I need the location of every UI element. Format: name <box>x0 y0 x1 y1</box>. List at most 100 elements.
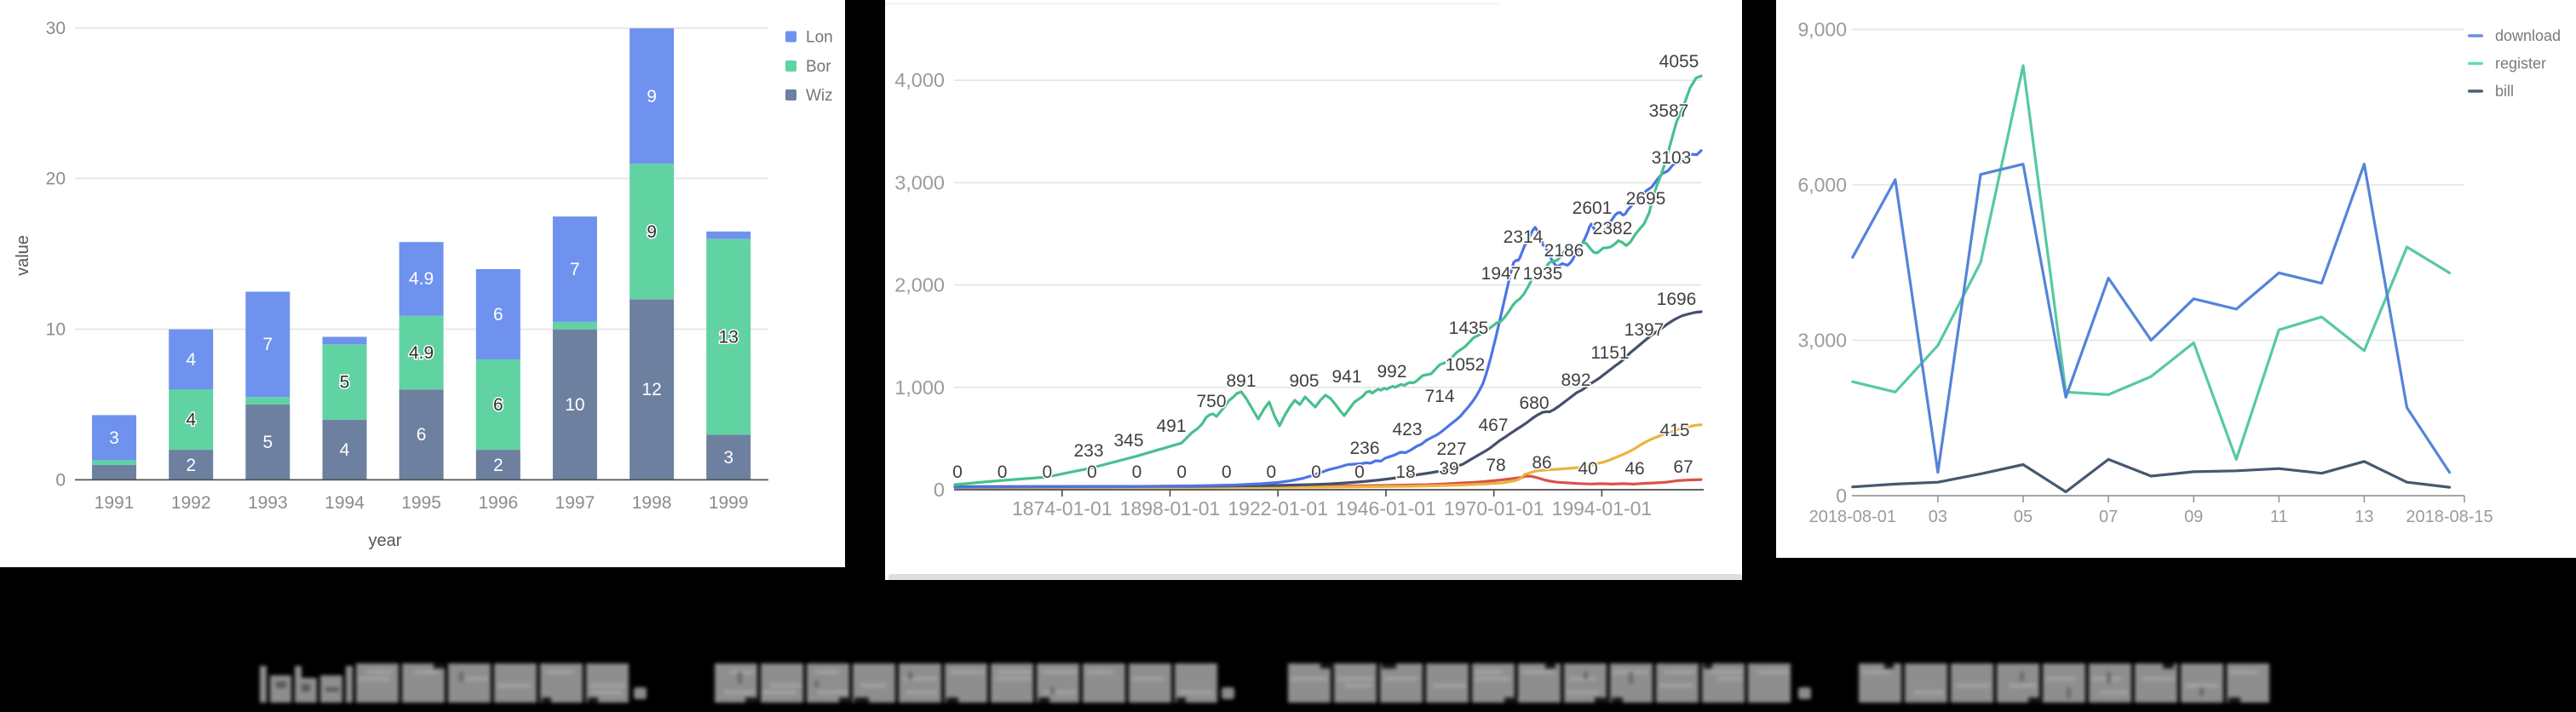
svg-text:4.9: 4.9 <box>409 343 434 363</box>
svg-text:18: 18 <box>1395 462 1415 482</box>
svg-text:07: 07 <box>2099 508 2118 526</box>
svg-text:4: 4 <box>186 411 196 430</box>
svg-text:0: 0 <box>1311 462 1321 482</box>
svg-text:1999: 1999 <box>709 493 749 513</box>
svg-text:1397: 1397 <box>1624 320 1665 340</box>
svg-text:Lon: Lon <box>806 29 833 47</box>
svg-text:39: 39 <box>1439 459 1458 479</box>
svg-text:4055: 4055 <box>1659 52 1699 72</box>
svg-text:1,000: 1,000 <box>894 376 945 399</box>
svg-text:1992: 1992 <box>171 493 211 513</box>
svg-text:6: 6 <box>493 305 503 324</box>
svg-text:4,000: 4,000 <box>894 69 945 91</box>
svg-text:0: 0 <box>952 462 963 482</box>
svg-text:2018-08-15: 2018-08-15 <box>2406 508 2493 526</box>
svg-text:1947: 1947 <box>1481 264 1521 284</box>
svg-text:1997: 1997 <box>555 493 595 513</box>
svg-text:345: 345 <box>1113 431 1143 451</box>
svg-text:0: 0 <box>934 479 945 501</box>
svg-text:0: 0 <box>1354 462 1365 482</box>
svg-text:3: 3 <box>723 448 733 468</box>
svg-text:0: 0 <box>1836 485 1847 507</box>
svg-text:750: 750 <box>1196 392 1226 411</box>
svg-text:0: 0 <box>1087 462 1097 482</box>
svg-text:0: 0 <box>1222 462 1232 482</box>
svg-text:13: 13 <box>2355 508 2373 526</box>
svg-text:6: 6 <box>417 425 427 445</box>
svg-text:233: 233 <box>1073 441 1103 461</box>
svg-text:6,000: 6,000 <box>1797 174 1847 196</box>
svg-text:12: 12 <box>641 380 661 399</box>
svg-text:2: 2 <box>493 456 503 475</box>
svg-text:46: 46 <box>1624 459 1644 479</box>
svg-text:1998: 1998 <box>632 493 672 513</box>
svg-text:1898-01-01: 1898-01-01 <box>1120 497 1221 520</box>
svg-text:2382: 2382 <box>1593 219 1633 238</box>
svg-text:9,000: 9,000 <box>1797 19 1847 41</box>
svg-text:1993: 1993 <box>248 493 288 513</box>
svg-text:Bor: Bor <box>806 58 831 76</box>
svg-text:680: 680 <box>1519 393 1549 413</box>
svg-text:30: 30 <box>46 19 66 38</box>
svg-text:423: 423 <box>1392 420 1422 439</box>
svg-text:1922-01-01: 1922-01-01 <box>1228 497 1328 520</box>
svg-text:9: 9 <box>647 222 657 242</box>
svg-text:4: 4 <box>340 440 350 460</box>
svg-text:1995: 1995 <box>401 493 441 513</box>
svg-text:1970-01-01: 1970-01-01 <box>1444 497 1544 520</box>
svg-text:3: 3 <box>109 428 119 448</box>
svg-text:2018-08-01: 2018-08-01 <box>1809 508 1896 526</box>
svg-text:0: 0 <box>998 462 1008 482</box>
svg-text:09: 09 <box>2184 508 2203 526</box>
svg-text:7: 7 <box>262 335 273 354</box>
svg-text:value: value <box>14 235 32 276</box>
svg-text:0: 0 <box>1042 462 1052 482</box>
svg-text:7: 7 <box>570 260 580 279</box>
svg-text:bill: bill <box>2495 83 2514 100</box>
svg-text:03: 03 <box>1929 508 1947 526</box>
svg-text:1435: 1435 <box>1449 319 1489 338</box>
svg-text:05: 05 <box>2014 508 2033 526</box>
svg-text:992: 992 <box>1377 362 1406 382</box>
svg-text:2601: 2601 <box>1573 198 1613 218</box>
svg-text:6: 6 <box>493 395 503 415</box>
svg-text:11: 11 <box>2270 508 2288 526</box>
svg-text:236: 236 <box>1349 439 1379 458</box>
svg-text:40: 40 <box>1578 459 1597 479</box>
svg-text:13: 13 <box>719 328 739 347</box>
svg-text:Wiz: Wiz <box>806 87 833 105</box>
svg-text:1946-01-01: 1946-01-01 <box>1336 497 1436 520</box>
svg-text:0: 0 <box>1267 462 1277 482</box>
svg-text:3103: 3103 <box>1652 148 1692 168</box>
svg-text:2314: 2314 <box>1504 227 1544 247</box>
svg-text:227: 227 <box>1436 439 1466 459</box>
svg-text:1874-01-01: 1874-01-01 <box>1012 497 1113 520</box>
svg-text:0: 0 <box>1176 462 1187 482</box>
svg-text:year: year <box>369 531 402 550</box>
svg-text:1996: 1996 <box>478 493 518 513</box>
svg-text:10: 10 <box>46 320 66 340</box>
svg-text:1696: 1696 <box>1657 290 1697 309</box>
svg-text:78: 78 <box>1486 456 1505 475</box>
svg-text:2: 2 <box>186 456 196 475</box>
svg-text:467: 467 <box>1478 416 1508 435</box>
svg-text:892: 892 <box>1561 370 1590 390</box>
svg-text:1994-01-01: 1994-01-01 <box>1552 497 1653 520</box>
svg-text:1994: 1994 <box>325 493 365 513</box>
svg-text:2186: 2186 <box>1544 241 1584 261</box>
svg-text:1052: 1052 <box>1446 355 1486 375</box>
svg-text:10: 10 <box>565 395 584 415</box>
svg-text:2695: 2695 <box>1626 189 1666 209</box>
svg-text:891: 891 <box>1226 371 1256 391</box>
svg-text:905: 905 <box>1289 371 1319 391</box>
svg-text:3,000: 3,000 <box>894 171 945 193</box>
svg-text:714: 714 <box>1424 387 1454 406</box>
svg-text:9: 9 <box>647 87 657 106</box>
svg-text:67: 67 <box>1673 457 1693 477</box>
svg-text:4: 4 <box>186 350 196 370</box>
svg-text:3,000: 3,000 <box>1797 330 1847 352</box>
svg-text:1991: 1991 <box>95 493 135 513</box>
svg-text:4.9: 4.9 <box>409 269 434 289</box>
svg-text:register: register <box>2495 55 2546 72</box>
svg-text:491: 491 <box>1156 416 1186 436</box>
